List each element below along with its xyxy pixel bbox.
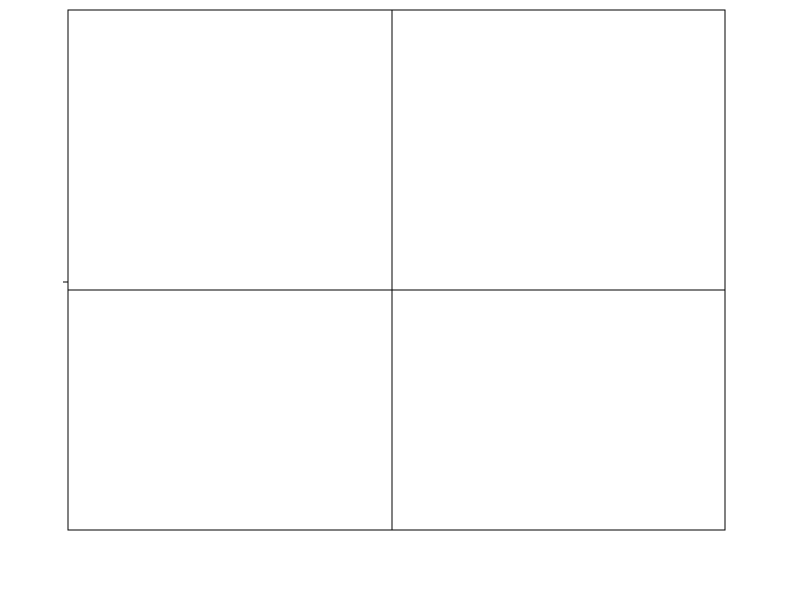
panel-a-frame: [68, 10, 392, 290]
panel-d-frame: [392, 290, 725, 530]
figure-root: [0, 0, 787, 588]
figure-svg: [0, 0, 787, 588]
panel-b-frame: [68, 290, 392, 530]
panel-c-frame: [392, 10, 725, 290]
